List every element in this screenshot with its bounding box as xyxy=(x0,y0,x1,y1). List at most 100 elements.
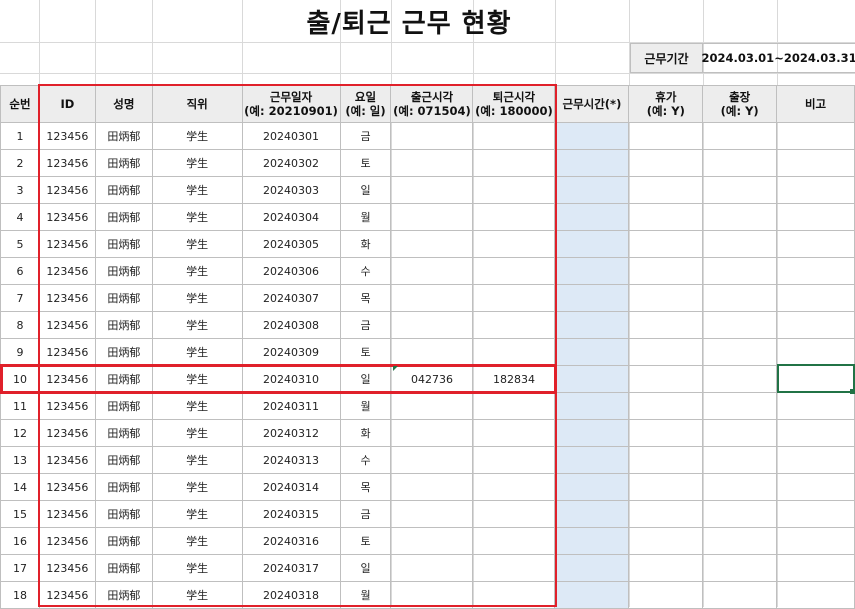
id-cell[interactable]: 123456 xyxy=(38,122,96,150)
id-cell[interactable]: 123456 xyxy=(38,365,96,393)
remarks-cell[interactable] xyxy=(776,419,855,447)
name-cell[interactable]: 田炳郁 xyxy=(94,149,153,177)
weekday-cell[interactable]: 월 xyxy=(339,581,392,609)
date-cell[interactable]: 20240313 xyxy=(241,446,341,474)
position-cell[interactable]: 学生 xyxy=(151,230,243,258)
position-cell[interactable]: 学生 xyxy=(151,365,243,393)
position-cell[interactable]: 学生 xyxy=(151,392,243,420)
work-hours-cell[interactable] xyxy=(554,554,630,582)
weekday-cell[interactable]: 화 xyxy=(339,419,392,447)
col-header-work-hours[interactable]: 근무시간(*) xyxy=(554,85,630,123)
weekday-cell[interactable]: 금 xyxy=(339,311,392,339)
date-cell[interactable]: 20240315 xyxy=(241,500,341,528)
name-cell[interactable]: 田炳郁 xyxy=(94,122,153,150)
date-cell[interactable]: 20240312 xyxy=(241,419,341,447)
business-trip-cell[interactable] xyxy=(702,473,778,501)
name-cell[interactable]: 田炳郁 xyxy=(94,257,153,285)
remarks-cell[interactable] xyxy=(776,446,855,474)
clock-in-cell[interactable] xyxy=(390,581,474,609)
business-trip-cell[interactable] xyxy=(702,257,778,285)
col-header-position[interactable]: 직위 xyxy=(151,85,243,123)
selected-cell[interactable] xyxy=(777,364,855,393)
name-cell[interactable]: 田炳郁 xyxy=(94,554,153,582)
weekday-cell[interactable]: 목 xyxy=(339,284,392,312)
business-trip-cell[interactable] xyxy=(702,122,778,150)
leave-cell[interactable] xyxy=(628,284,704,312)
name-cell[interactable]: 田炳郁 xyxy=(94,419,153,447)
row-number-cell[interactable]: 5 xyxy=(0,230,40,258)
work-hours-cell[interactable] xyxy=(554,500,630,528)
clock-out-cell[interactable] xyxy=(472,581,556,609)
remarks-cell[interactable] xyxy=(776,203,855,231)
clock-out-cell[interactable] xyxy=(472,338,556,366)
remarks-cell[interactable] xyxy=(776,554,855,582)
clock-out-cell[interactable] xyxy=(472,284,556,312)
period-value[interactable]: 2024.03.01~2024.03.31 xyxy=(701,43,855,73)
position-cell[interactable]: 学生 xyxy=(151,527,243,555)
clock-in-cell[interactable] xyxy=(390,554,474,582)
clock-in-cell[interactable] xyxy=(390,176,474,204)
business-trip-cell[interactable] xyxy=(702,230,778,258)
remarks-cell[interactable] xyxy=(776,149,855,177)
work-hours-cell[interactable] xyxy=(554,122,630,150)
col-header-clock-out[interactable]: 퇴근시각 (예: 180000) xyxy=(472,85,556,123)
clock-in-cell[interactable] xyxy=(390,257,474,285)
business-trip-cell[interactable] xyxy=(702,365,778,393)
row-number-cell[interactable]: 16 xyxy=(0,527,40,555)
date-cell[interactable]: 20240311 xyxy=(241,392,341,420)
id-cell[interactable]: 123456 xyxy=(38,527,96,555)
clock-in-cell[interactable] xyxy=(390,527,474,555)
row-number-cell[interactable]: 9 xyxy=(0,338,40,366)
date-cell[interactable]: 20240316 xyxy=(241,527,341,555)
date-cell[interactable]: 20240306 xyxy=(241,257,341,285)
row-number-cell[interactable]: 4 xyxy=(0,203,40,231)
clock-in-cell[interactable] xyxy=(390,392,474,420)
name-cell[interactable]: 田炳郁 xyxy=(94,473,153,501)
clock-in-cell[interactable] xyxy=(390,338,474,366)
clock-in-cell[interactable] xyxy=(390,500,474,528)
id-cell[interactable]: 123456 xyxy=(38,257,96,285)
work-hours-cell[interactable] xyxy=(554,446,630,474)
remarks-cell[interactable] xyxy=(776,500,855,528)
leave-cell[interactable] xyxy=(628,257,704,285)
business-trip-cell[interactable] xyxy=(702,338,778,366)
work-hours-cell[interactable] xyxy=(554,176,630,204)
position-cell[interactable]: 学生 xyxy=(151,581,243,609)
work-hours-cell[interactable] xyxy=(554,203,630,231)
weekday-cell[interactable]: 일 xyxy=(339,176,392,204)
row-number-cell[interactable]: 13 xyxy=(0,446,40,474)
business-trip-cell[interactable] xyxy=(702,149,778,177)
clock-in-cell[interactable] xyxy=(390,284,474,312)
leave-cell[interactable] xyxy=(628,581,704,609)
leave-cell[interactable] xyxy=(628,176,704,204)
clock-out-cell[interactable] xyxy=(472,527,556,555)
id-cell[interactable]: 123456 xyxy=(38,149,96,177)
weekday-cell[interactable]: 토 xyxy=(339,338,392,366)
clock-in-cell[interactable] xyxy=(390,473,474,501)
work-hours-cell[interactable] xyxy=(554,230,630,258)
remarks-cell[interactable] xyxy=(776,122,855,150)
business-trip-cell[interactable] xyxy=(702,554,778,582)
business-trip-cell[interactable] xyxy=(702,392,778,420)
name-cell[interactable]: 田炳郁 xyxy=(94,230,153,258)
name-cell[interactable]: 田炳郁 xyxy=(94,284,153,312)
date-cell[interactable]: 20240309 xyxy=(241,338,341,366)
clock-out-cell[interactable] xyxy=(472,446,556,474)
leave-cell[interactable] xyxy=(628,338,704,366)
work-hours-cell[interactable] xyxy=(554,581,630,609)
date-cell[interactable]: 20240318 xyxy=(241,581,341,609)
clock-out-cell[interactable] xyxy=(472,176,556,204)
fill-handle[interactable] xyxy=(850,389,855,394)
col-header-leave[interactable]: 휴가 (예: Y) xyxy=(628,85,704,123)
weekday-cell[interactable]: 일 xyxy=(339,365,392,393)
clock-out-cell[interactable] xyxy=(472,122,556,150)
date-cell[interactable]: 20240304 xyxy=(241,203,341,231)
business-trip-cell[interactable] xyxy=(702,527,778,555)
leave-cell[interactable] xyxy=(628,203,704,231)
business-trip-cell[interactable] xyxy=(702,284,778,312)
clock-in-cell[interactable] xyxy=(390,149,474,177)
col-header-name[interactable]: 성명 xyxy=(94,85,153,123)
id-cell[interactable]: 123456 xyxy=(38,230,96,258)
business-trip-cell[interactable] xyxy=(702,446,778,474)
id-cell[interactable]: 123456 xyxy=(38,311,96,339)
